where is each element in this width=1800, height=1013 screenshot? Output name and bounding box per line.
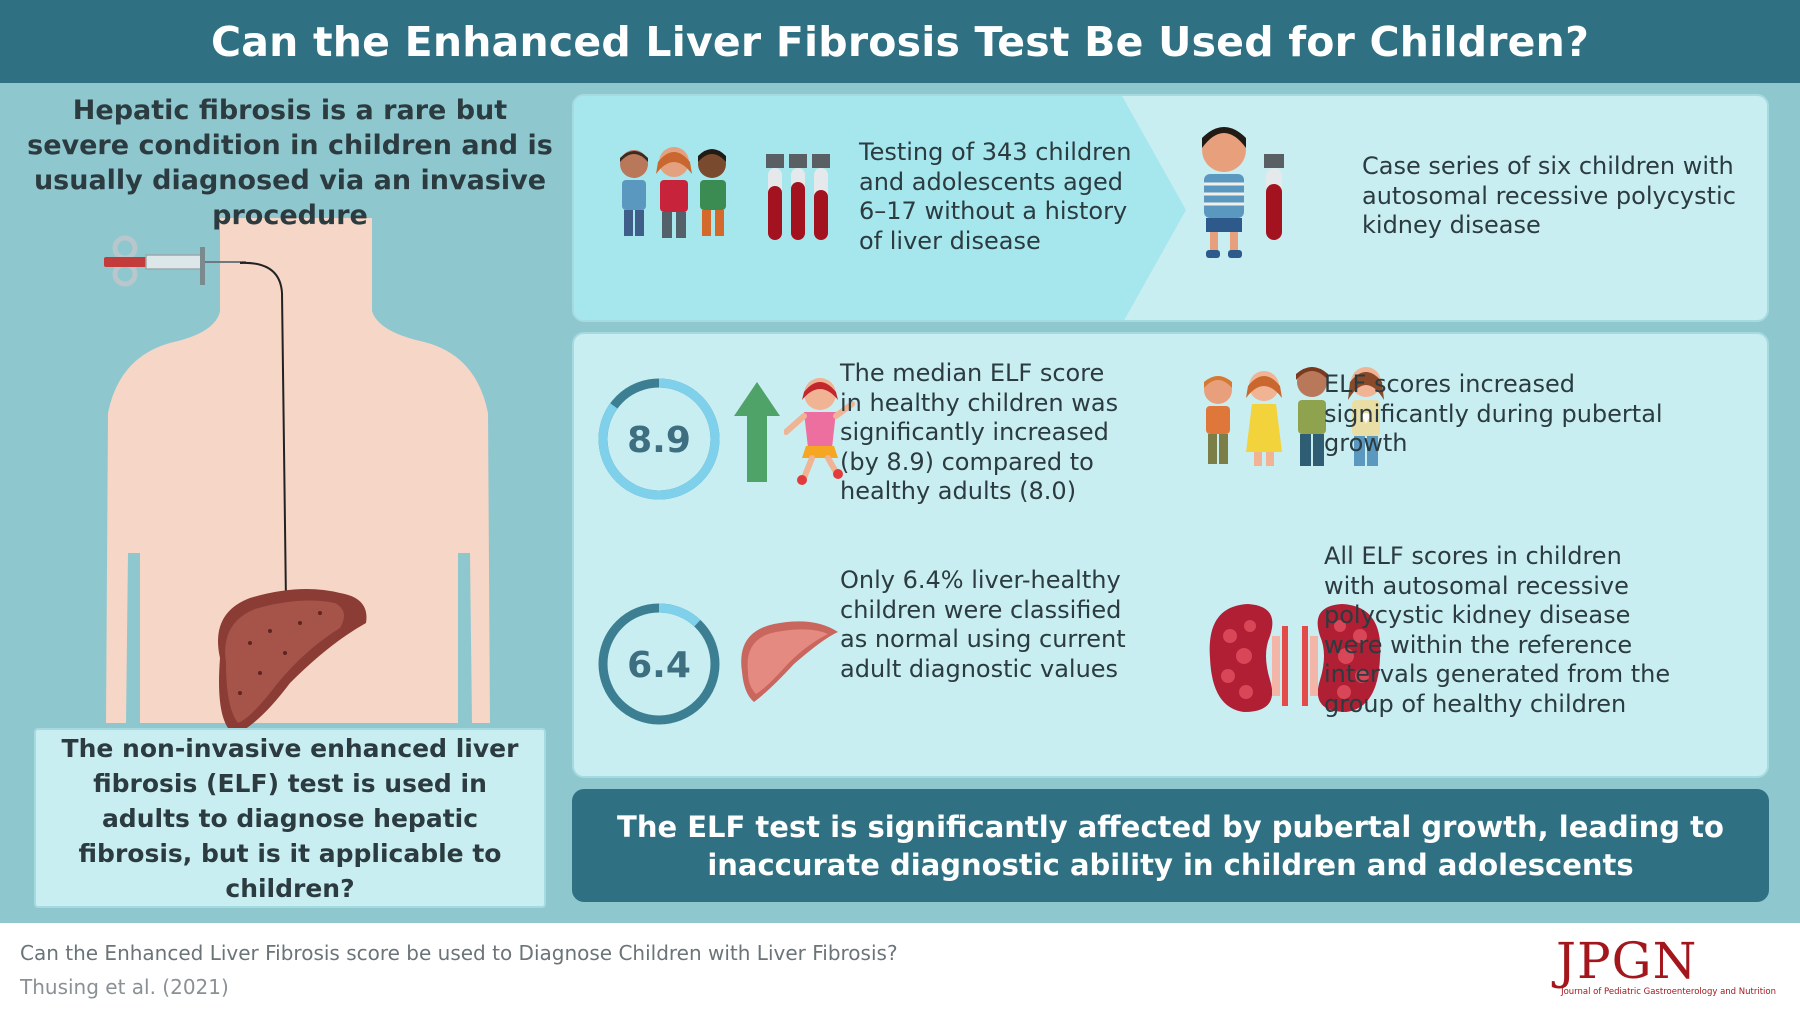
normal-line: adult diagnostic values <box>840 654 1119 683</box>
logo-wordmark: JPGN <box>1556 932 1698 990</box>
body-silhouette-illustration <box>104 218 490 735</box>
normal-classification-text: Only 6.4% liver-healthy children were cl… <box>840 566 1126 684</box>
growing-children-icon <box>1204 367 1384 466</box>
cohort-line: of liver disease <box>859 226 1041 255</box>
footer-citation: Thusing et al. (2021) <box>20 975 229 999</box>
kidneys-icon <box>1209 604 1381 712</box>
arpkd-line: All ELF scores in children <box>1324 542 1622 570</box>
jumping-girl-icon <box>784 378 855 485</box>
blood-tubes-icon <box>766 154 830 240</box>
left-column: Hepatic fibrosis is a rare but severe co… <box>0 83 564 923</box>
conclusion-text: The ELF test is significantly affected b… <box>617 809 1724 882</box>
pubertal-line: growth <box>1324 429 1408 457</box>
chevron-arrow-shape <box>574 96 1186 320</box>
logo-subtitle: Journal of Pediatric Gastroenterology an… <box>1561 987 1776 997</box>
cohort-line: 6–17 without a history <box>859 197 1128 225</box>
conclusion-banner: The ELF test is significantly affected b… <box>572 789 1769 902</box>
normal-line: as normal using current <box>840 625 1126 653</box>
normal-line: Only 6.4% liver-healthy <box>840 566 1121 594</box>
jpgn-logo: JPGN Journal of Pediatric Gastroenterolo… <box>1556 933 1776 997</box>
median-line: healthy adults (8.0) <box>840 477 1077 505</box>
pubertal-text: ELF scores increased significantly durin… <box>1324 370 1663 459</box>
case-line: kidney disease <box>1362 211 1541 239</box>
arpkd-line: were within the reference <box>1324 630 1633 659</box>
cohort-line: Testing of 343 children <box>859 138 1132 166</box>
question-text: The non-invasive enhanced liver fibrosis… <box>61 733 519 903</box>
median-line: (by 8.9) compared to <box>840 447 1094 476</box>
median-line: The median ELF score <box>840 359 1105 387</box>
syringe-icon <box>104 235 246 287</box>
liver-icon <box>218 589 367 735</box>
normal-line: children were classified <box>840 595 1122 624</box>
liver-icon <box>741 621 838 702</box>
median-line: significantly increased <box>840 418 1109 446</box>
median-score-text: The median ELF score in healthy children… <box>840 359 1118 507</box>
study-design-panel: Testing of 343 children and adolescents … <box>572 94 1769 322</box>
median-line: in healthy children was <box>840 388 1119 417</box>
arpkd-line: polycystic kidney disease <box>1324 601 1631 629</box>
children-group-icon <box>620 147 726 238</box>
arpkd-line: group of healthy children <box>1324 689 1627 718</box>
arpkd-text: All ELF scores in children with autosoma… <box>1324 542 1670 719</box>
intro-text: Hepatic fibrosis is a rare but severe co… <box>27 95 553 231</box>
footer: Can the Enhanced Liver Fibrosis score be… <box>0 923 1800 1013</box>
question-box: The non-invasive enhanced liver fibrosis… <box>34 728 546 908</box>
case-series-description: Case series of six children with autosom… <box>1362 152 1736 241</box>
arrow-up-icon <box>734 382 780 482</box>
cohort-description: Testing of 343 children and adolescents … <box>859 138 1132 256</box>
blood-tube-icon <box>1264 154 1284 240</box>
arpkd-line: with autosomal recessive <box>1324 571 1629 600</box>
pubertal-line: significantly during pubertal <box>1324 399 1663 428</box>
score-ring-6-4: 6.4 <box>598 603 720 725</box>
findings-panel: 8.9 The median ELF score in healthy chil… <box>572 332 1769 778</box>
page-header: Can the Enhanced Liver Fibrosis Test Be … <box>0 0 1800 83</box>
footer-title: Can the Enhanced Liver Fibrosis score be… <box>20 941 898 965</box>
score-ring-8-9: 8.9 <box>598 378 720 500</box>
main-area: Hepatic fibrosis is a rare but severe co… <box>0 83 1800 923</box>
pubertal-line: ELF scores increased <box>1324 370 1575 398</box>
case-line: Case series of six children with <box>1362 152 1734 180</box>
case-line: autosomal recessive polycystic <box>1362 181 1736 210</box>
child-icon <box>1202 127 1246 258</box>
score-value: 8.9 <box>627 420 691 461</box>
arpkd-line: intervals generated from the <box>1324 660 1671 688</box>
page-title: Can the Enhanced Liver Fibrosis Test Be … <box>210 17 1590 66</box>
cohort-line: and adolescents aged <box>859 167 1123 196</box>
score-value: 6.4 <box>627 645 691 686</box>
